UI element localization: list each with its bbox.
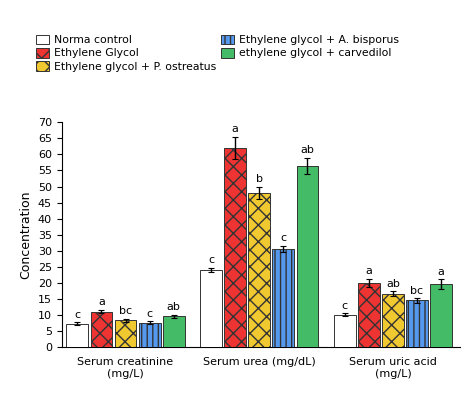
Text: c: c [342,301,348,310]
Bar [139,323,161,347]
Text: a: a [438,267,445,277]
Text: b: b [256,174,263,184]
Text: ab: ab [301,145,314,155]
Bar [115,320,137,347]
Text: bc: bc [410,286,424,295]
Bar [224,148,246,347]
Text: a: a [365,266,372,276]
Bar [248,193,270,347]
Bar [406,300,428,347]
Text: a: a [232,124,238,134]
Bar [430,284,452,347]
Bar [382,294,404,347]
Bar [334,315,356,347]
Y-axis label: Concentration: Concentration [19,191,32,279]
Bar [358,283,380,347]
Bar [66,324,88,347]
Text: a: a [98,297,105,307]
Bar [200,270,222,347]
Text: c: c [280,233,286,243]
Text: c: c [146,309,153,319]
Bar [91,312,112,347]
Bar [273,249,294,347]
Text: ab: ab [167,302,181,312]
Legend: Norma control, Ethylene Glycol, Ethylene glycol + P. ostreatus, Ethylene glycol : Norma control, Ethylene Glycol, Ethylene… [35,33,400,73]
Bar [163,316,185,347]
Text: bc: bc [119,306,132,316]
Text: c: c [208,255,214,265]
Bar [297,166,319,347]
Text: ab: ab [386,279,400,289]
Text: c: c [74,310,81,319]
